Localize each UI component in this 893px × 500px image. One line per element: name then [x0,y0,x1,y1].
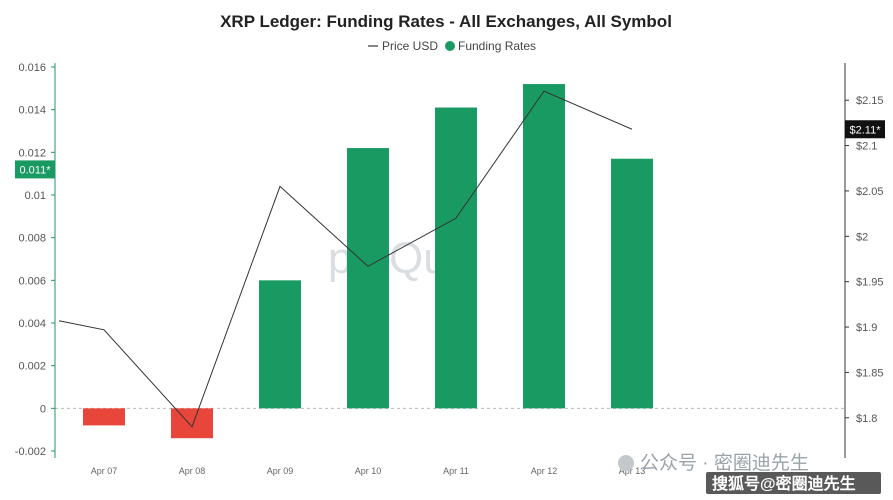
y-left-tick-label: 0.014 [18,105,46,117]
bars-group [83,84,653,439]
y-right-tick-label: $1.95 [856,277,884,289]
chart-title: XRP Ledger: Funding Rates - All Exchange… [220,12,672,31]
bar-apr-10 [347,148,389,409]
y-left-tick-label: 0.01 [25,190,46,202]
y-left-tick-label: 0.012 [18,147,46,159]
axes-group: 0.016 0.014 0.012 0.01 0.008 0.006 0.004 0.002 0… [15,62,885,476]
x-tick-label: Apr 11 [443,466,469,476]
x-tick-label: Apr 09 [267,466,294,476]
bar-apr-11 [435,107,477,409]
y-left-tick-label: 0 [40,403,46,415]
price-line-group [58,90,633,428]
y-right-tick-label: $2.15 [856,95,884,107]
price-usd-line [58,90,633,428]
bar-apr-13 [611,158,653,409]
y-right-tick-label: $1.9 [856,322,877,334]
y-left-tick-label: 0.008 [18,233,46,245]
watermark-wechat-text: 公众号 · 密圈迪先生 [640,452,809,474]
legend: Price USD Funding Rates [368,39,536,53]
bar-apr-12 [523,84,565,409]
bar-apr-07 [83,408,125,426]
x-tick-label: Apr 13 [619,466,646,476]
y-right-current-badge [845,120,885,139]
watermark-sohu-bg [706,472,881,494]
y-left-tick-label: 0.016 [18,62,46,74]
y-right-tick-label: $2 [856,231,868,243]
y-left-tick-label: 0.004 [18,318,46,330]
y-left-tick-label: 0.006 [18,275,46,287]
watermark-bottom: 公众号 · 密圈迪先生 搜狐号@密圈迪先生 [618,452,881,494]
x-tick-label: Apr 07 [91,466,118,476]
y-left-current-label: 0.011* [20,164,52,176]
y-right-tick-label: $1.85 [856,367,884,379]
wechat-logo-icon [618,455,634,471]
y-left-current-badge [15,160,55,179]
x-tick-label: Apr 12 [531,466,558,476]
watermark-sohu-text: 搜狐号@密圈迪先生 [712,474,856,493]
legend-funding-dot-icon [445,41,455,51]
y-right-tick-label: $2.05 [856,186,884,198]
y-right-current-label: $2.11* [850,124,882,136]
y-left-tick-label: 0.002 [18,361,46,373]
legend-price-label: Price USD [382,39,438,53]
legend-funding-label: Funding Rates [458,39,536,53]
bar-apr-08 [171,408,213,439]
y-right-tick-label: $1.8 [856,413,877,425]
y-right-tick-label: $2.1 [856,141,877,153]
x-tick-label: Apr 10 [355,466,382,476]
bar-apr-09 [259,280,301,409]
x-tick-label: Apr 08 [179,466,206,476]
y-left-tick-label: -0.002 [15,446,46,458]
